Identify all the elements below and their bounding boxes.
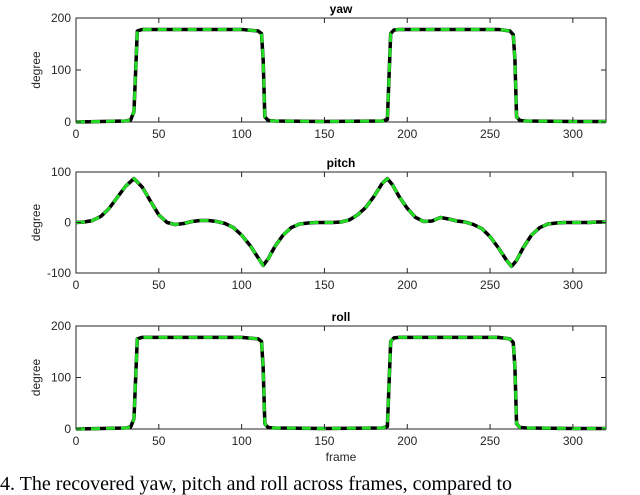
yaw-x-tick-label: 150	[314, 127, 334, 141]
yaw-y-tick-label: 200	[51, 11, 71, 25]
yaw-x-tick-label: 250	[480, 127, 500, 141]
yaw-x-tick-label: 0	[73, 127, 80, 141]
yaw-y-tick-label: 0	[64, 115, 71, 129]
pitch-y-tick-label: 100	[51, 165, 71, 179]
roll-x-tick-label: 0	[73, 434, 80, 448]
pitch-series-2-line	[75, 177, 606, 268]
roll-y-tick-label: 0	[64, 422, 71, 436]
yaw-y-tick-label: 100	[51, 63, 71, 77]
pitch-y-tick-label: 0	[64, 216, 71, 230]
figure: 0 50 100 150 200 250 300 0 100 200 yaw degree 0 50 100…	[29, 2, 607, 464]
roll-x-tick-label: 300	[563, 434, 583, 448]
yaw-title: yaw	[330, 2, 353, 16]
pitch-x-tick-label: 150	[314, 278, 334, 292]
roll-title: roll	[332, 310, 351, 324]
figure-caption: 4. The recovered yaw, pitch and roll acr…	[0, 473, 513, 495]
pitch-x-tick-label: 100	[232, 278, 252, 292]
roll-x-tick-label: 100	[232, 434, 252, 448]
pitch-x-tick-label: 0	[73, 278, 80, 292]
pitch-y-tick-label: -100	[47, 266, 71, 280]
pitch-x-tick-label: 50	[152, 278, 166, 292]
pitch-title: pitch	[327, 156, 356, 170]
pitch-ylabel: degree	[29, 203, 43, 241]
roll-xlabel: frame	[326, 450, 357, 464]
roll-ylabel: degree	[29, 358, 43, 396]
yaw-x-tick-label: 300	[563, 127, 583, 141]
yaw-x-tick-label: 200	[397, 127, 417, 141]
yaw-x-tick-label: 100	[232, 127, 252, 141]
roll-axes-box	[75, 325, 607, 430]
yaw-x-tick-label: 50	[152, 127, 166, 141]
pitch-x-tick-label: 250	[480, 278, 500, 292]
roll-x-tick-label: 200	[397, 434, 417, 448]
pitch-x-tick-label: 300	[563, 278, 583, 292]
roll-y-tick-label: 100	[51, 371, 71, 385]
roll-y-tick-label: 200	[51, 319, 71, 333]
pitch-x-tick-label: 200	[397, 278, 417, 292]
roll-series-2-line	[75, 335, 606, 431]
roll-x-tick-label: 50	[152, 434, 166, 448]
yaw-axes-box	[75, 17, 607, 123]
roll-x-tick-label: 250	[480, 434, 500, 448]
yaw-series-2-line	[75, 27, 606, 124]
roll-x-tick-label: 150	[314, 434, 334, 448]
yaw-ylabel: degree	[29, 51, 43, 89]
